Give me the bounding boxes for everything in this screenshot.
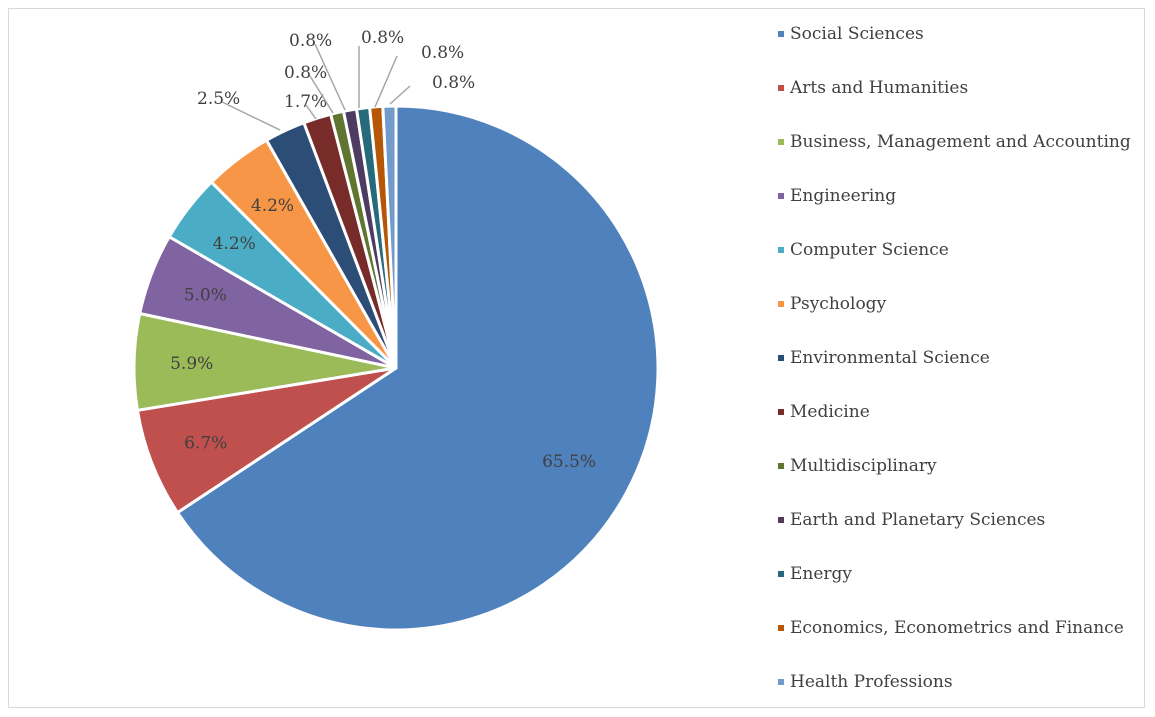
legend-item: Psychology [778, 292, 886, 316]
legend-label: Computer Science [790, 240, 949, 260]
legend-swatch [778, 679, 784, 685]
data-label: 5.9% [170, 354, 213, 374]
legend-swatch [778, 301, 784, 307]
legend-label: Earth and Planetary Sciences [790, 510, 1046, 530]
data-label: 4.2% [213, 234, 256, 254]
legend-item: Business, Management and Accounting [778, 130, 1131, 154]
legend-label: Arts and Humanities [790, 78, 969, 98]
leader-line [305, 104, 317, 120]
legend-item: Computer Science [778, 238, 949, 262]
data-label: 0.8% [361, 28, 404, 48]
legend-swatch [778, 517, 784, 523]
legend-swatch [778, 409, 784, 415]
legend-item: Energy [778, 562, 852, 586]
legend-label: Environmental Science [790, 348, 990, 368]
data-label: 0.8% [289, 31, 332, 51]
data-label: 4.2% [251, 196, 294, 216]
legend-swatch [778, 625, 784, 631]
legend-item: Engineering [778, 184, 896, 208]
data-label: 5.0% [184, 286, 227, 306]
pie-slice-social-sciences [176, 104, 660, 632]
legend-swatch [778, 247, 784, 253]
legend-swatch [778, 571, 784, 577]
legend-label: Multidisciplinary [790, 456, 937, 476]
legend-label: Health Professions [790, 672, 953, 692]
pie-slice-health-professions [381, 104, 398, 370]
legend-label: Energy [790, 564, 853, 584]
data-label: 1.7% [284, 92, 327, 112]
legend-label: Social Sciences [790, 24, 924, 44]
legend-label: Business, Management and Accounting [790, 132, 1131, 152]
legend-item: Medicine [778, 400, 870, 424]
leader-line [221, 101, 281, 131]
legend-item: Multidisciplinary [778, 454, 937, 478]
data-label: 0.8% [432, 73, 475, 93]
data-label: 0.8% [421, 43, 464, 63]
legend-item: Arts and Humanities [778, 76, 968, 100]
pie-slice-arts-and-humanities [135, 366, 398, 515]
legend-item: Earth and Planetary Sciences [778, 508, 1045, 532]
legend-swatch [778, 31, 784, 37]
data-label: 0.8% [284, 63, 327, 83]
data-label: 6.7% [184, 434, 227, 454]
legend-label: Medicine [790, 402, 870, 422]
legend-label: Psychology [790, 294, 887, 314]
legend-item: Social Sciences [778, 22, 924, 46]
legend-swatch [778, 139, 784, 145]
legend-swatch [778, 355, 784, 361]
data-label: 2.5% [197, 89, 240, 109]
legend-swatch [778, 193, 784, 199]
leader-line [389, 85, 411, 105]
legend-label: Economics, Econometrics and Finance [790, 618, 1124, 638]
legend-label: Engineering [790, 186, 897, 206]
legend-item: Environmental Science [778, 346, 990, 370]
leader-line [314, 43, 346, 111]
legend-swatch [778, 463, 784, 469]
legend-swatch [778, 85, 784, 91]
leader-line [374, 55, 398, 108]
legend-item: Health Professions [778, 670, 953, 694]
data-label: 65.5% [542, 452, 596, 472]
leader-line [309, 75, 334, 114]
legend-item: Economics, Econometrics and Finance [778, 616, 1124, 640]
